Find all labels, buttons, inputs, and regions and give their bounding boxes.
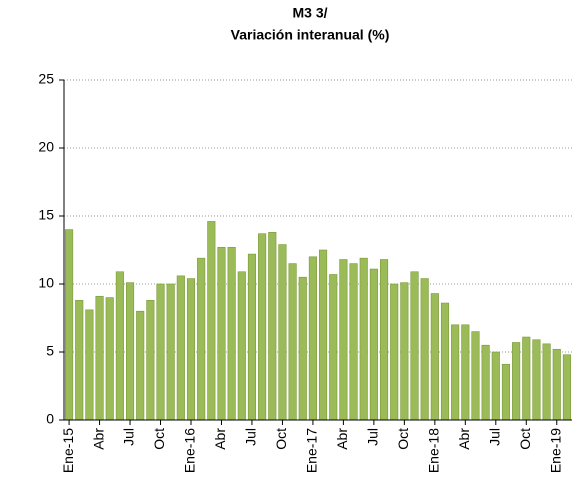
y-tick-label: 20 bbox=[38, 139, 54, 155]
x-tick-label: Jul bbox=[121, 428, 137, 446]
bar bbox=[166, 283, 175, 421]
bar bbox=[95, 295, 104, 421]
bar bbox=[65, 229, 74, 421]
bar bbox=[400, 282, 409, 421]
bar bbox=[85, 309, 94, 421]
chart-title: M3 3/ bbox=[292, 5, 327, 21]
bar bbox=[461, 324, 470, 421]
bar bbox=[268, 232, 277, 421]
x-tick-label: Oct bbox=[517, 428, 533, 450]
bar bbox=[451, 324, 460, 421]
x-tick-label: Ene-16 bbox=[182, 428, 198, 473]
y-tick-label: 5 bbox=[46, 343, 54, 359]
bar bbox=[288, 263, 297, 421]
bar bbox=[552, 348, 561, 421]
bar bbox=[390, 283, 399, 421]
x-tick-label: Ene-15 bbox=[60, 428, 76, 473]
bar bbox=[379, 259, 389, 421]
bar bbox=[359, 257, 368, 421]
x-tick-label: Abr bbox=[456, 428, 472, 450]
bar bbox=[227, 246, 236, 421]
bar bbox=[237, 271, 246, 421]
bar bbox=[440, 302, 450, 421]
bar bbox=[176, 275, 185, 421]
x-tick-label: Ene-18 bbox=[426, 428, 442, 473]
bar bbox=[298, 276, 307, 421]
y-tick-label: 10 bbox=[38, 275, 54, 291]
bar bbox=[542, 343, 551, 421]
bar bbox=[156, 283, 165, 421]
bar bbox=[308, 256, 317, 421]
y-tick-label: 15 bbox=[38, 207, 54, 223]
bar bbox=[105, 297, 114, 421]
x-tick-label: Oct bbox=[151, 428, 167, 450]
bar bbox=[410, 271, 419, 421]
bar bbox=[532, 339, 541, 421]
bar bbox=[522, 336, 531, 421]
bar bbox=[207, 221, 216, 421]
y-tick-label: 25 bbox=[38, 71, 54, 87]
bar bbox=[186, 278, 196, 421]
x-tick-label: Abr bbox=[90, 428, 106, 450]
x-tick-label: Jul bbox=[243, 428, 259, 446]
bar bbox=[471, 331, 480, 421]
bar bbox=[115, 271, 124, 421]
x-tick-label: Abr bbox=[212, 428, 228, 450]
x-tick-label: Oct bbox=[273, 428, 289, 450]
bar bbox=[501, 363, 511, 421]
bar bbox=[329, 274, 338, 421]
y-tick-label: 0 bbox=[46, 411, 54, 427]
bar bbox=[75, 300, 84, 421]
bar bbox=[258, 233, 267, 421]
x-tick-label: Jul bbox=[365, 428, 381, 446]
bar bbox=[369, 268, 378, 421]
bar bbox=[562, 354, 571, 421]
x-tick-label: Ene-19 bbox=[547, 428, 563, 473]
x-tick-label: Jul bbox=[487, 428, 503, 446]
x-tick-label: Oct bbox=[395, 428, 411, 450]
bar bbox=[339, 259, 348, 421]
bar bbox=[420, 278, 429, 421]
x-tick-label: Abr bbox=[334, 428, 350, 450]
bar bbox=[136, 310, 145, 421]
bar bbox=[319, 249, 328, 421]
bar bbox=[430, 293, 439, 421]
bar bbox=[247, 253, 257, 421]
bar bbox=[217, 246, 226, 421]
bar bbox=[278, 244, 287, 421]
chart-subtitle: Variación interanual (%) bbox=[231, 27, 390, 43]
bar bbox=[197, 257, 206, 421]
bar bbox=[349, 263, 358, 421]
bar bbox=[146, 300, 155, 421]
bar bbox=[125, 282, 135, 421]
x-tick-label: Ene-17 bbox=[304, 428, 320, 473]
bar bbox=[481, 344, 490, 421]
bar bbox=[512, 342, 521, 421]
bar bbox=[491, 351, 500, 421]
